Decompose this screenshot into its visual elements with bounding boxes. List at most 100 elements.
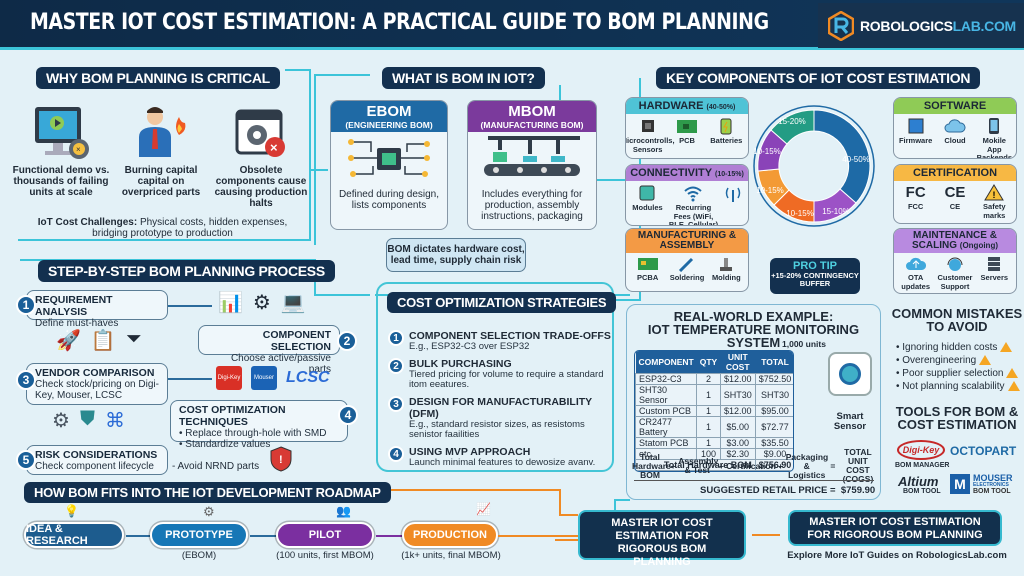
roadmap-stage-prototype[interactable]: PROTOTYPE <box>150 522 248 548</box>
svg-text:40-50%: 40-50% <box>842 155 870 164</box>
roadmap-stage-idea[interactable]: IDEA & RESEARCH <box>24 522 124 548</box>
strategies-list: 1 COMPONENT SELECTION TRADE-OFFS E.g., ESP… <box>388 330 613 468</box>
mistake-item: • Not planning scalability <box>896 380 1024 393</box>
table-total-row: Total Hardware BOM $756.90 <box>635 459 793 471</box>
gear-check-icon: ⚙ <box>52 410 70 432</box>
chart-report-icon: 📊 <box>218 292 243 314</box>
master-iot-cta-button[interactable]: MASTER IOT COST ESTIMATION FOR RIGOROUS … <box>788 510 1002 546</box>
why-section-title: WHY BOM PLANNING IS CRITICAL <box>36 67 280 89</box>
strategies-title: COST OPTIMIZATION STRATEGIES <box>387 292 617 313</box>
calendar-gear-error-icon: × <box>235 109 285 157</box>
businessman-fire-icon <box>139 107 186 157</box>
brand-name: ROBOLOGICSLAB.COM <box>860 17 1016 34</box>
svg-text:!: ! <box>279 454 283 466</box>
octopart-logo[interactable]: OCTOPART <box>950 444 1017 458</box>
cost-breakdown-donut-chart: 40-50% 15-10% 10-15% 10-15% 10-15% 15-20… <box>753 105 875 227</box>
iot-cost-challenges: IoT Cost Challenges: Physical costs, hid… <box>37 217 288 239</box>
strategy-item: 2 BULK PURCHASING Tiered pricing for volum… <box>388 358 613 390</box>
svg-text:10-15%: 10-15% <box>753 147 781 156</box>
lightbulb-icon: 💡 <box>64 504 79 518</box>
arrow <box>498 535 578 537</box>
roadmap-stage-pilot[interactable]: PILOT <box>276 522 374 548</box>
svg-text:10-15%: 10-15% <box>756 186 784 195</box>
arrow <box>168 305 212 307</box>
master-iot-summary-box: MASTER IOT COST ESTIMATION FOR RIGOROUS … <box>578 510 746 568</box>
table-row: CR2477 Battery 1 $5.00 $72.77 <box>635 416 793 438</box>
circuit-chip-icon <box>348 139 430 177</box>
monitor-gear-icon: × <box>35 107 89 159</box>
table-header-row: COMPONENT QTY UNIT COST TOTAL <box>635 351 793 374</box>
table-row: SHT30 Sensor 1 SHT30 SHT30 <box>635 384 793 406</box>
pcb-icon <box>676 120 697 133</box>
network-nodes-icon: ⌘ <box>104 410 125 432</box>
hardware-card: HARDWARE (40-50%) Microcontrolls, Sensor… <box>625 97 749 159</box>
microcontroller-icon <box>641 120 654 132</box>
strategy-item: 1 COMPONENT SELECTION TRADE-OFFS E.g., ESP… <box>388 330 613 352</box>
soldering-iron-icon <box>678 257 694 272</box>
example-title: REAL-WORLD EXAMPLE: IOT TEMPERATURE MONIT… <box>647 309 860 350</box>
footer-link[interactable]: Explore More IoT Guides on RobologicsLab… <box>787 550 1007 561</box>
pilot-note: (100 units, first MBOM) <box>276 550 374 561</box>
arrow <box>126 535 150 537</box>
mistake-item: • Poor supplier selection <box>896 367 1024 380</box>
mbom-card: MBOM (MANUFACTURING BOM) Includes everyt… <box>467 100 597 230</box>
warning-triangle-icon: ! <box>984 184 1005 201</box>
step-number-3: 3 <box>16 370 36 390</box>
team-icon: 👥 <box>336 504 351 518</box>
gear-icon: ⚙ <box>203 504 215 519</box>
brand-logo-area[interactable]: ROBOLOGICSLAB.COM <box>818 3 1024 48</box>
key-components-title: KEY COMPONENTS OF IOT COST ESTIMATION <box>656 67 981 89</box>
svg-text:15-10%: 15-10% <box>822 207 850 216</box>
mobile-phone-icon <box>989 118 1000 134</box>
step-4-cost-optimization-techniques[interactable]: COST OPTIMIZATION TECHNIQUES • Replace th… <box>170 400 348 450</box>
mistake-item: • Ignoring hidden costs <box>896 341 1024 354</box>
production-note: (1k+ units, final MBOM) <box>401 550 501 561</box>
shield-check-icon: ⛊ <box>79 408 95 430</box>
roadmap-title: HOW BOM FITS INTO THE IOT DEVELOPMENT RO… <box>24 482 391 503</box>
digikey-tool-logo[interactable]: Digi-Key <box>897 440 945 460</box>
arrow <box>168 378 212 380</box>
step-number-2: 2 <box>337 331 357 351</box>
certification-card: CERTIFICATION FC FCC CE CE ! Safety marks <box>893 164 1017 224</box>
bom-table: COMPONENT QTY UNIT COST TOTAL ESP32-C3 2 $12.… <box>634 350 794 472</box>
mouser-m-icon: M <box>950 474 970 494</box>
digikey-tool-label: BOM MANAGER <box>895 462 950 469</box>
mistakes-list: • Ignoring hidden costs • Overengineerin… <box>896 341 1024 393</box>
laptop-circuit-icon: 💻 <box>280 292 306 314</box>
ce-mark-icon: CE <box>944 184 966 201</box>
robologics-logo-icon <box>828 10 854 41</box>
firmware-chip-icon <box>908 118 924 134</box>
why-item: × Functional demo vs. thousands of faili… <box>12 105 110 209</box>
warning-icon <box>1007 381 1020 392</box>
warning-icon <box>979 355 992 366</box>
step-5-risk-considerations[interactable]: RISK CONSIDERATIONS Check component lifec… <box>26 445 168 475</box>
retail-price-row: SUGGESTED RETAIL PRICE = $759.90 <box>700 485 876 496</box>
altium-logo[interactable]: Altium <box>898 474 939 489</box>
software-card: SOFTWARE Firmware Cloud Mokile App Backe… <box>893 97 1017 159</box>
pcba-icon <box>637 258 658 270</box>
funnel-icon: ⏷ <box>125 328 142 350</box>
step-number-5: 5 <box>16 450 36 470</box>
growth-chart-icon: 📈 <box>476 502 491 516</box>
strategies-panel <box>376 282 614 472</box>
server-rack-icon <box>988 257 1001 271</box>
cloud-icon <box>944 119 966 133</box>
step-process-title: STEP-BY-STEP BOM PLANNING PROCESS <box>38 260 335 282</box>
analysis-icons: 📊 ⚙ 💻 <box>218 290 306 315</box>
table-row: etc. 100 $2.30 $9.00 <box>635 448 793 460</box>
step-number-1: 1 <box>16 295 36 315</box>
mistake-item: • Overengineering <box>896 354 1024 367</box>
step-1-requirement-analysis[interactable]: REQUIREMENT ANALYSIS Define must-haves <box>26 290 168 329</box>
step-number-4: 4 <box>338 405 358 425</box>
headset-support-icon <box>947 257 963 271</box>
step-2-component-selection[interactable]: COMPONENT SELECTION Choose active/passive… <box>198 325 340 375</box>
real-world-example-panel <box>626 304 881 500</box>
step-3-vendor-comparison[interactable]: VENDOR COMPARISON Check stock/pricing on … <box>26 363 168 405</box>
table-row: Statom PCB 1 $3.00 $35.50 <box>635 437 793 449</box>
rocket-icon: 🚀 <box>56 330 81 352</box>
roadmap-stage-production[interactable]: PRODUCTION <box>402 522 498 548</box>
lcsc-logo: LCSC <box>286 369 330 386</box>
manufacturing-card: MANUFACTURING & ASSEMBLY PCBA Soldering … <box>625 228 749 292</box>
svg-text:15-20%: 15-20% <box>778 117 806 126</box>
mouser-tool-logo[interactable]: MOUSER ELECTRONICS BOM TOOL <box>973 473 1013 496</box>
